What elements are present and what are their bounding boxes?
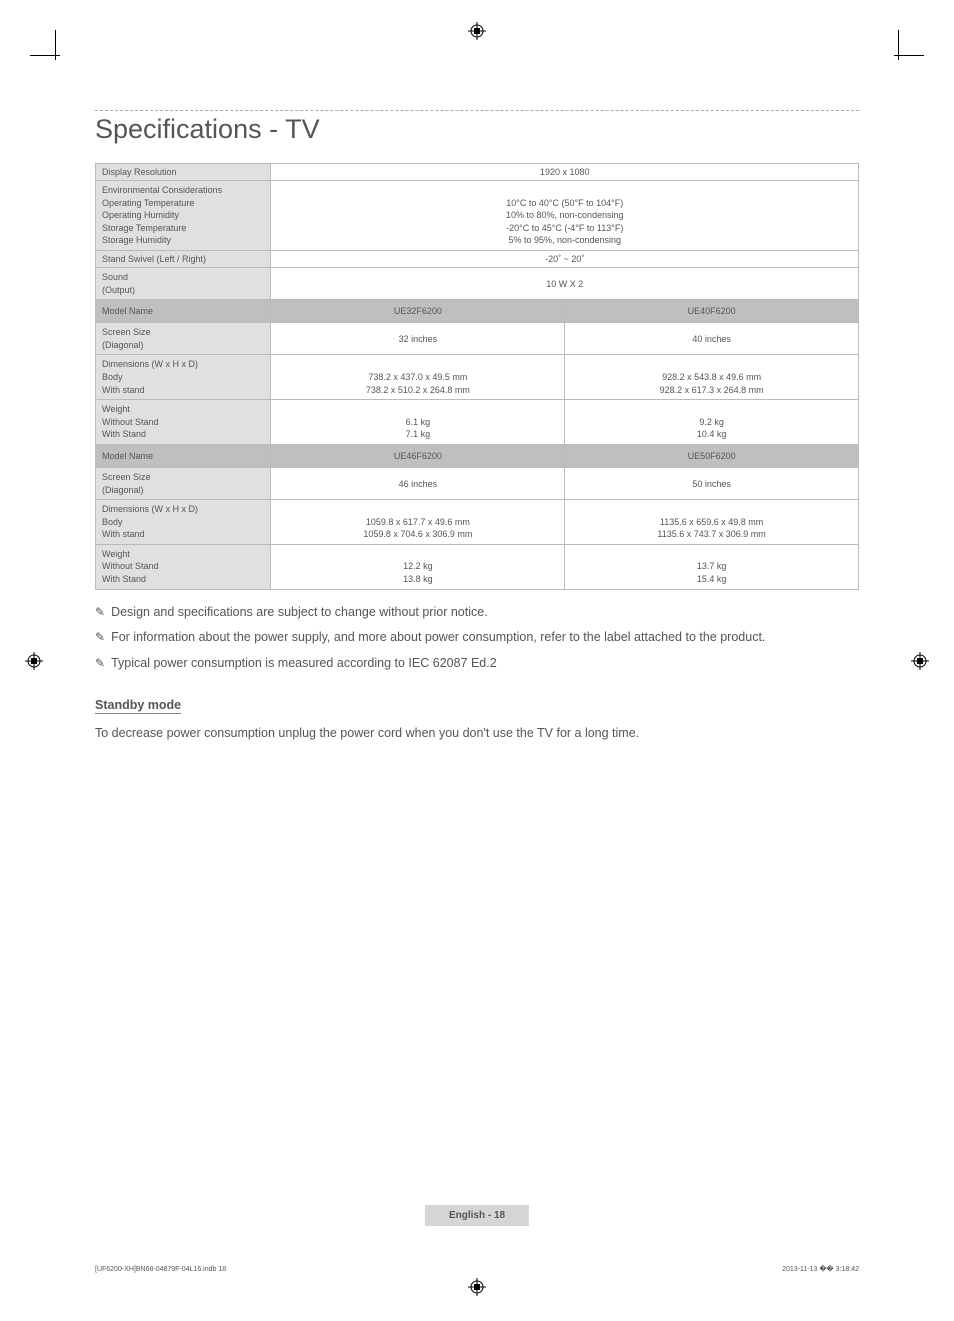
spec-value: 13.7 kg 15.4 kg — [565, 544, 859, 589]
note-text: For information about the power supply, … — [111, 629, 765, 647]
note-text: Design and specifications are subject to… — [111, 604, 488, 622]
registration-mark-right — [911, 652, 929, 670]
notes-section: ✎ Design and specifications are subject … — [95, 604, 859, 673]
spec-value: 928.2 x 543.8 x 49.6 mm 928.2 x 617.3 x … — [565, 355, 859, 400]
spec-label: Weight Without Stand With Stand — [96, 400, 271, 445]
spec-value: 46 inches — [271, 467, 565, 499]
spec-label: Dimensions (W x H x D) Body With stand — [96, 355, 271, 400]
spec-label: Sound (Output) — [96, 267, 271, 299]
note-icon: ✎ — [95, 629, 105, 646]
model-name: UE40F6200 — [565, 300, 859, 323]
spec-value: -20˚ ~ 20˚ — [271, 250, 859, 267]
print-filename: [UF6200-XH]BN68-04879F-04L16.indb 18 — [95, 1266, 226, 1273]
registration-mark-left — [25, 652, 43, 670]
spec-label: Dimensions (W x H x D) Body With stand — [96, 500, 271, 545]
spec-value: 40 inches — [565, 323, 859, 355]
page-number: English - 18 — [425, 1205, 529, 1226]
spec-value: 6.1 kg 7.1 kg — [271, 400, 565, 445]
spec-value: 1920 x 1080 — [271, 164, 859, 181]
spec-label: Environmental Considerations Operating T… — [96, 181, 271, 251]
note-icon: ✎ — [95, 655, 105, 672]
spec-value: 1059.8 x 617.7 x 49.6 mm 1059.8 x 704.6 … — [271, 500, 565, 545]
spec-label: Display Resolution — [96, 164, 271, 181]
spec-value: 32 inches — [271, 323, 565, 355]
spec-label: Screen Size (Diagonal) — [96, 323, 271, 355]
title-section: Specifications - TV — [95, 110, 859, 145]
spec-value: 12.2 kg 13.8 kg — [271, 544, 565, 589]
registration-mark-top — [468, 22, 486, 40]
spec-label: Weight Without Stand With Stand — [96, 544, 271, 589]
model-name: UE32F6200 — [271, 300, 565, 323]
note-icon: ✎ — [95, 604, 105, 621]
spec-value: 10 W X 2 — [271, 267, 859, 299]
registration-mark-bottom — [468, 1278, 486, 1296]
spec-value: 10°C to 40°C (50°F to 104°F) 10% to 80%,… — [271, 181, 859, 251]
spec-label: Screen Size (Diagonal) — [96, 467, 271, 499]
note-text: Typical power consumption is measured ac… — [111, 655, 497, 673]
note-item: ✎ For information about the power supply… — [95, 629, 859, 647]
model-name-label: Model Name — [96, 444, 271, 467]
model-name: UE50F6200 — [565, 444, 859, 467]
spec-label: Stand Swivel (Left / Right) — [96, 250, 271, 267]
note-item: ✎ Typical power consumption is measured … — [95, 655, 859, 673]
page-content: Specifications - TV Display Resolution 1… — [0, 0, 954, 740]
standby-text: To decrease power consumption unplug the… — [95, 726, 859, 740]
specifications-table: Display Resolution 1920 x 1080 Environme… — [95, 163, 859, 590]
spec-value: 9.2 kg 10.4 kg — [565, 400, 859, 445]
print-timestamp: 2013-11-13 �� 3:18:42 — [782, 1265, 859, 1273]
spec-value: 1135.6 x 659.6 x 49.8 mm 1135.6 x 743.7 … — [565, 500, 859, 545]
model-name: UE46F6200 — [271, 444, 565, 467]
standby-heading: Standby mode — [95, 698, 181, 714]
page-title: Specifications - TV — [95, 114, 859, 145]
spec-value: 738.2 x 437.0 x 49.5 mm 738.2 x 510.2 x … — [271, 355, 565, 400]
model-name-label: Model Name — [96, 300, 271, 323]
spec-value: 50 inches — [565, 467, 859, 499]
note-item: ✎ Design and specifications are subject … — [95, 604, 859, 622]
